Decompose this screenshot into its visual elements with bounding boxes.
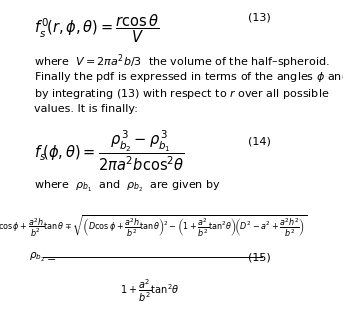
Text: (15): (15) xyxy=(248,252,271,263)
Text: $D\cos\phi + \dfrac{a^2 h}{b^2}\tan\theta \mp \sqrt{\left(D\cos\phi + \dfrac{a^2: $D\cos\phi + \dfrac{a^2 h}{b^2}\tan\thet… xyxy=(0,214,308,240)
Text: where  $\rho_{b_1}$  and  $\rho_{b_2}$  are given by: where $\rho_{b_1}$ and $\rho_{b_2}$ are … xyxy=(34,179,221,194)
Text: $f_s^{\,0}\!\left(r,\phi,\theta\right) = \dfrac{r\cos\theta}{V}$: $f_s^{\,0}\!\left(r,\phi,\theta\right) =… xyxy=(34,13,159,45)
Text: (14): (14) xyxy=(248,137,271,147)
Text: where  $V = 2\pi a^2b/3$  the volume of the half–spheroid.: where $V = 2\pi a^2b/3$ the volume of th… xyxy=(34,52,329,70)
Text: $\rho_{b_2}$: $\rho_{b_2}$ xyxy=(29,251,45,264)
Text: (13): (13) xyxy=(248,13,271,23)
Text: $=$: $=$ xyxy=(44,252,56,263)
Text: by integrating (13) with respect to $r$ over all possible: by integrating (13) with respect to $r$ … xyxy=(34,87,329,101)
Text: values. It is finally:: values. It is finally: xyxy=(34,105,138,114)
Text: $1 + \dfrac{a^2}{b^2}\tan^2\!\theta$: $1 + \dfrac{a^2}{b^2}\tan^2\!\theta$ xyxy=(120,277,179,304)
Text: $f_s\!\left(\phi,\theta\right) = \dfrac{\rho_{b_2}^{\,3} - \rho_{b_1}^{\,3}}{2\p: $f_s\!\left(\phi,\theta\right) = \dfrac{… xyxy=(34,129,185,173)
Text: Finally the pdf is expressed in terms of the angles $\phi$ and $\theta$: Finally the pdf is expressed in terms of… xyxy=(34,70,343,84)
